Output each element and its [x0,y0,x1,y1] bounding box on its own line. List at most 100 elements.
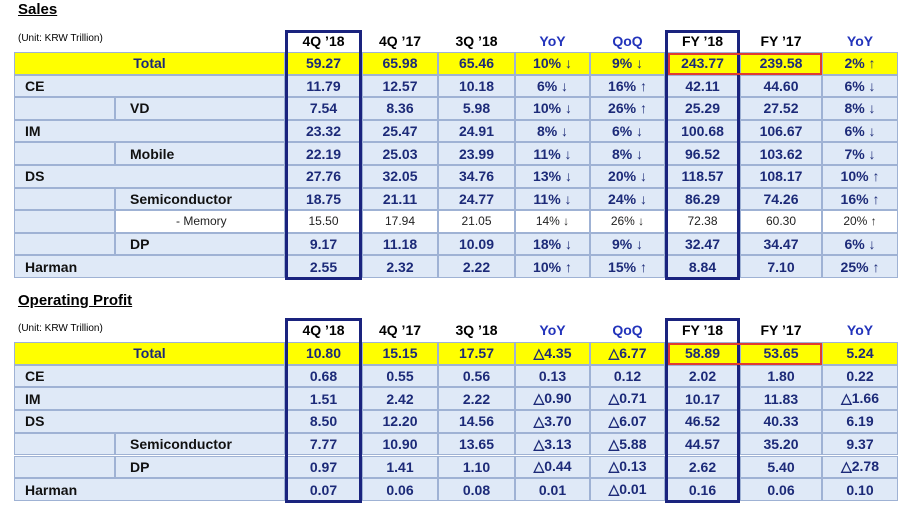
data-cell: 10.17 [665,387,740,411]
data-cell: 0.08 [438,478,515,501]
data-cell: 5.98 [438,97,515,120]
data-cell: 13% ↓ [515,165,590,188]
column-highlight [665,30,740,280]
data-cell: 5.24 [822,342,898,365]
data-cell: 16% ↑ [590,74,665,98]
unit-note: (Unit: KRW Trillion) [18,323,103,334]
data-cell: 25% ↑ [822,255,898,278]
data-cell: △0.13 [590,455,665,479]
data-cell: △3.13 [515,432,590,456]
data-cell: 65.46 [438,52,515,75]
data-cell: 10.18 [438,74,515,98]
section-title: Sales [18,1,58,18]
total-highlight [668,53,822,75]
data-cell: 6% ↓ [822,74,898,98]
row-label: Harman [14,255,285,278]
data-cell: 13.65 [438,432,515,456]
data-cell: △0.71 [590,387,665,411]
row-label: Semiconductor [115,432,285,456]
row-label: DP [115,232,285,256]
row-label: Total [14,342,285,365]
column-highlight [665,318,740,503]
row-indent [14,455,115,479]
data-cell: 2.32 [362,255,438,278]
data-cell: △4.35 [515,342,590,365]
data-cell: 0.07 [285,478,362,501]
column-header: QoQ [590,318,665,342]
data-cell: 6% ↓ [515,74,590,98]
data-cell: 0.13 [515,364,590,388]
data-cell: 8.36 [362,97,438,120]
column-header: FY ’17 [740,30,822,52]
data-cell: 10% ↓ [515,52,590,75]
data-cell: 11% ↓ [515,187,590,211]
row-indent [14,432,115,456]
column-header: 4Q ’18 [285,318,362,342]
data-cell: 21.05 [438,210,515,233]
data-cell: 44.57 [665,432,740,456]
data-cell: 7% ↓ [822,142,898,165]
data-cell: 26% ↑ [590,97,665,120]
data-cell: 11% ↓ [515,142,590,165]
data-cell: 24.91 [438,119,515,143]
data-cell: 59.27 [285,52,362,75]
data-cell: 20% ↑ [822,210,898,233]
data-cell: 2.02 [665,364,740,388]
data-cell: 18% ↓ [515,232,590,256]
data-cell: 40.33 [740,410,822,433]
data-cell: 7.77 [285,432,362,456]
column-header: 3Q ’18 [438,318,515,342]
data-cell: 5.40 [740,455,822,479]
data-cell: 10.09 [438,232,515,256]
data-cell: 6.19 [822,410,898,433]
data-cell: △6.07 [590,410,665,433]
column-header: YoY [515,318,590,342]
data-cell: 10.90 [362,432,438,456]
column-header: 4Q ’18 [285,30,362,52]
section-title: Operating Profit [18,292,133,309]
data-cell: 15% ↑ [590,255,665,278]
data-cell: 17.57 [438,342,515,365]
data-cell: 8% ↓ [822,97,898,120]
row-label: CE [14,74,285,98]
data-cell: 9.37 [822,432,898,456]
data-cell: △1.66 [822,387,898,411]
total-highlight [668,343,822,365]
data-cell: 1.10 [438,455,515,479]
data-cell: 0.97 [285,455,362,479]
data-cell: 14% ↓ [515,210,590,233]
data-cell: 106.67 [740,119,822,143]
data-cell: 6% ↓ [590,119,665,143]
data-cell: 44.60 [740,74,822,98]
data-cell: 8% ↓ [590,142,665,165]
row-indent [14,232,115,256]
data-cell: 34.76 [438,165,515,188]
data-cell: 32.05 [362,165,438,188]
data-cell: 0.56 [438,364,515,388]
row-label: DS [14,165,285,188]
data-cell: 21.11 [362,187,438,211]
data-cell: 74.26 [740,187,822,211]
data-cell: 11.83 [740,387,822,411]
data-cell: 60.30 [740,210,822,233]
data-cell: 20% ↓ [590,165,665,188]
row-label: Semiconductor [115,187,285,211]
unit-note: (Unit: KRW Trillion) [18,33,103,44]
column-header: FY ’17 [740,318,822,342]
data-cell: 8% ↓ [515,119,590,143]
data-cell: 25.03 [362,142,438,165]
data-cell: 26% ↓ [590,210,665,233]
data-cell: △0.01 [590,478,665,501]
column-header: YoY [822,30,898,52]
data-cell: 35.20 [740,432,822,456]
data-cell: 22.19 [285,142,362,165]
data-cell: 15.50 [285,210,362,233]
data-cell: 16% ↑ [822,187,898,211]
row-indent [14,187,115,211]
data-cell: 0.12 [590,364,665,388]
data-cell: 17.94 [362,210,438,233]
data-cell: 46.52 [665,410,740,433]
data-cell: △2.78 [822,455,898,479]
column-header: YoY [822,318,898,342]
row-label: CE [14,364,285,388]
